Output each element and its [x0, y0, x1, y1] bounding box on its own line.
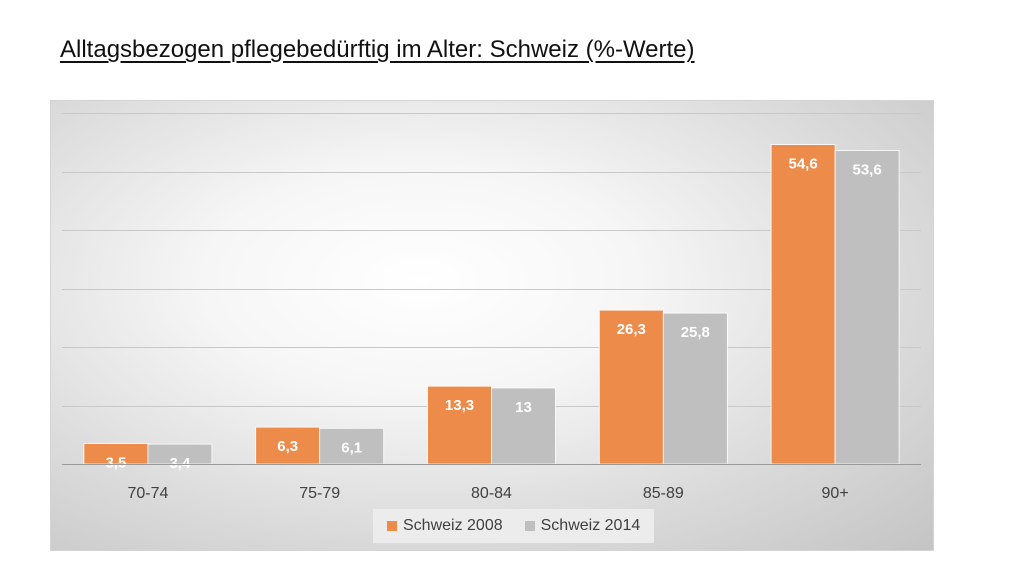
- bar-2014[interactable]: [491, 387, 556, 465]
- bar-2008[interactable]: [770, 144, 836, 465]
- legend-swatch-2008: [387, 521, 397, 531]
- bar-2014[interactable]: [319, 427, 385, 465]
- data-label-2014: 13: [515, 399, 532, 416]
- chart-area: 3,5 3,4 70-74 6,3 6,1 75-79 13,3 13 80-84 26,3 25,…: [50, 100, 934, 551]
- data-label-2008: 13,3: [445, 397, 474, 414]
- x-axis-tick-label: 80-84: [471, 485, 512, 502]
- data-label-2008: 6,3: [277, 438, 298, 455]
- data-label-2008: 54,6: [788, 156, 817, 173]
- bar-2014[interactable]: [834, 150, 900, 465]
- data-label-2008: 26,3: [617, 321, 646, 338]
- bar-2008[interactable]: [427, 385, 492, 465]
- legend-label-2014: Schweiz 2014: [540, 517, 641, 534]
- data-label-2014: 6,1: [341, 439, 362, 456]
- x-axis-tick-label: 70-74: [127, 485, 168, 502]
- legend-item-2008[interactable]: Schweiz 2008: [387, 517, 503, 535]
- bar-2008[interactable]: [255, 426, 321, 465]
- data-label-2014: 25,8: [681, 324, 710, 341]
- x-axis-tick-label: 85-89: [643, 485, 684, 502]
- data-label-2014: 3,4: [169, 455, 191, 472]
- bar-2008[interactable]: [598, 309, 664, 465]
- data-label-2008: 3,5: [105, 455, 126, 472]
- legend-swatch-2014: [524, 521, 535, 531]
- legend-item-2014[interactable]: Schweiz 2014: [524, 517, 641, 535]
- x-axis-tick-label: 75-79: [299, 485, 340, 502]
- x-axis-tick-label: 90+: [822, 485, 849, 502]
- slide-title: Alltagsbezogen pflegebedürftig im Alter:…: [60, 36, 695, 63]
- legend-label-2008: Schweiz 2008: [403, 517, 503, 534]
- bar-chart: 3,5 3,470-74 6,3 6,1 75-79 13,3 13 80-84 26,3 25,…: [62, 113, 921, 502]
- chart-legend: Schweiz 2008 Schweiz 2014: [373, 509, 655, 543]
- data-label-2014: 53,6: [852, 161, 881, 178]
